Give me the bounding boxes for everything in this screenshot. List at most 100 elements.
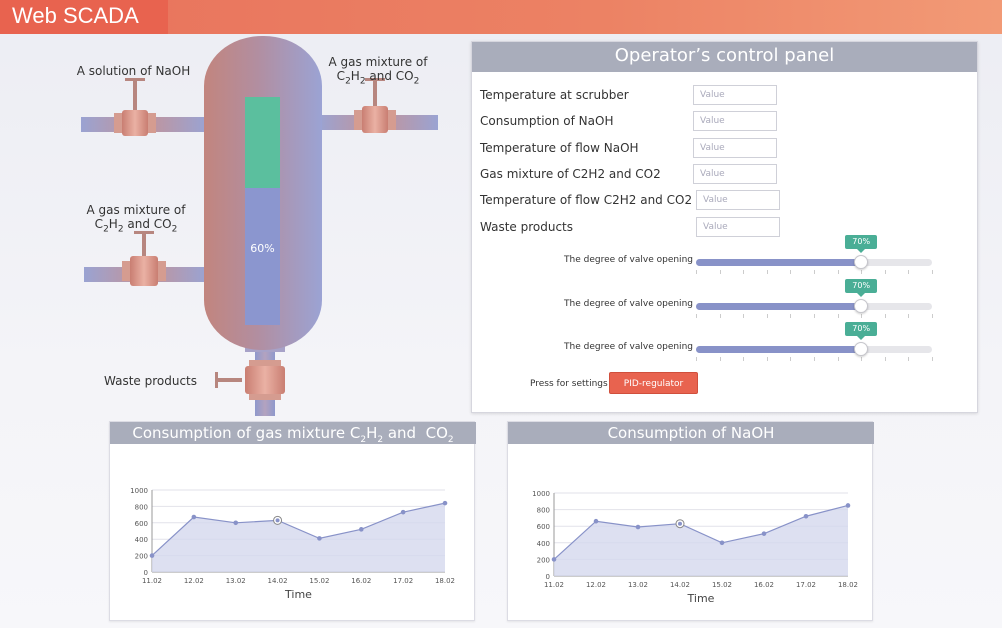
slider-value-badge: 70%: [845, 235, 878, 253]
data-point: [400, 509, 406, 515]
data-point: [719, 540, 725, 546]
x-tick-label: 18.02: [838, 581, 858, 589]
x-tick-label: 17.02: [393, 577, 413, 585]
param-row: Temperature of flow NaOH: [480, 137, 639, 159]
valve-opening-slider[interactable]: 70%: [696, 279, 933, 318]
y-tick-label: 200: [537, 556, 550, 564]
param-value-input[interactable]: Value: [693, 85, 777, 105]
valve-gas-top[interactable]: [354, 78, 396, 133]
data-point: [275, 518, 280, 523]
x-tick-label: 15.02: [309, 577, 329, 585]
label-naoh-solution: A solution of NaOH: [76, 64, 191, 78]
valve-opening-slider[interactable]: 70%: [696, 235, 933, 274]
slider-ticks: [696, 270, 933, 276]
param-label: Temperature of flow NaOH: [480, 140, 639, 155]
slider-ticks: [696, 357, 933, 363]
slider-fill: [696, 259, 862, 266]
slider-fill: [696, 303, 862, 310]
x-tick-label: 18.02: [435, 577, 455, 585]
valve-opening-slider-row: The degree of valve opening 70%: [472, 235, 977, 274]
data-point: [149, 553, 155, 558]
param-label: Temperature of flow C2H2 and CO2: [480, 193, 693, 208]
data-point: [233, 520, 239, 526]
valve-opening-label: The degree of valve opening: [564, 342, 693, 352]
scrubber-diagram: [81, 36, 438, 416]
slider-value-badge: 70%: [845, 322, 878, 340]
param-value-input[interactable]: Value: [696, 216, 780, 237]
label-gas-mixture-left: A gas mixture of C2H2 and CO2: [80, 203, 192, 236]
chart-title-gas: Consumption of gas mixture C2H2 and CO2: [110, 422, 476, 445]
control-panel-title: Operator’s control panel: [472, 42, 977, 72]
pid-regulator-button[interactable]: PID-regulator: [609, 372, 698, 394]
data-point: [358, 527, 364, 532]
valve-opening-slider-row: The degree of valve opening 70%: [472, 322, 977, 361]
data-point: [761, 531, 767, 536]
series-area: [554, 505, 848, 576]
slider-knob[interactable]: [854, 342, 869, 356]
slider-knob[interactable]: [854, 255, 869, 269]
series-line: [553, 504, 849, 560]
series-area: [152, 503, 445, 572]
data-point: [191, 514, 197, 520]
x-tick-label: 12.02: [586, 581, 606, 589]
y-tick-label: 800: [537, 507, 550, 515]
chart-panel-naoh-consumption: Consumption of NaOH 0 200 400 600 800 1000 11.…: [507, 421, 874, 621]
param-value-input[interactable]: Value: [693, 137, 777, 158]
y-tick-label: 600: [135, 520, 148, 528]
data-point: [845, 503, 851, 508]
x-tick-label: 17.02: [796, 581, 816, 589]
chart-naoh-consumption: 0 200 400 600 800 1000 11.02 12.02 13.02 14.02 15.…: [532, 490, 858, 605]
x-axis-label: Time: [284, 588, 312, 601]
label-waste-products: Waste products: [104, 374, 198, 388]
label-gas-left-line1: A gas mixture of: [86, 203, 186, 217]
y-tick-label: 0: [144, 569, 148, 577]
label-gas-mixture-top: A gas mixture of C2H2 and CO2: [320, 55, 436, 88]
param-label: Gas mixture of C2H2 and CO2: [480, 166, 661, 181]
data-point: [593, 518, 599, 524]
operator-control-panel: Operator’s control panel Temperature at …: [471, 41, 978, 413]
y-tick-label: 400: [135, 536, 148, 544]
valve-opening-label: The degree of valve opening: [564, 255, 693, 265]
label-gas-top-line1: A gas mixture of: [328, 55, 428, 69]
y-tick-label: 400: [537, 540, 550, 548]
param-value-input[interactable]: Value: [693, 111, 777, 132]
app-title: Web SCADA: [0, 0, 168, 34]
data-point: [678, 521, 682, 526]
param-value-input[interactable]: Value: [693, 163, 777, 184]
valve-gas-left[interactable]: [122, 231, 166, 286]
y-tick-label: 0: [546, 573, 550, 581]
param-label: Waste products: [480, 219, 574, 234]
series-line: [151, 502, 446, 557]
y-tick-label: 800: [135, 503, 148, 511]
param-row: Temperature at scrubber: [480, 84, 629, 106]
valve-opening-slider[interactable]: 70%: [696, 322, 933, 361]
data-point: [635, 524, 641, 530]
x-tick-label: 11.02: [544, 581, 564, 589]
valve-waste[interactable]: [215, 360, 285, 400]
slider-value-badge: 70%: [845, 279, 878, 297]
x-tick-label: 13.02: [628, 581, 648, 589]
x-tick-label: 13.02: [226, 577, 246, 585]
param-row: Gas mixture of C2H2 and CO2: [480, 163, 661, 185]
param-label: Consumption of NaOH: [480, 114, 614, 129]
x-tick-label: 12.02: [184, 577, 204, 585]
label-gas-left-line2: C2H2 and CO2: [94, 217, 178, 235]
chart-panel-gas-consumption: Consumption of gas mixture C2H2 and CO2 …: [109, 421, 476, 621]
data-point: [551, 557, 557, 562]
param-label: Temperature at scrubber: [480, 88, 629, 102]
valve-naoh[interactable]: [114, 78, 156, 136]
slider-knob[interactable]: [854, 299, 869, 313]
x-tick-label: 16.02: [351, 577, 371, 585]
param-value-input[interactable]: Value: [696, 190, 780, 211]
x-tick-label: 15.02: [712, 581, 732, 589]
tank-level-percent: 60%: [250, 242, 275, 255]
label-gas-top-line2: C2H2 and CO2: [336, 69, 420, 87]
press-for-settings-label: Press for settings: [530, 379, 608, 389]
y-tick-label: 1000: [532, 490, 550, 498]
chart-gas-consumption: 0 200 400 600 800 1000 11.02 12.02 13.02 14.02 15.…: [130, 487, 455, 601]
slider-fill: [696, 346, 862, 353]
tank-liquid-fill: [245, 188, 280, 325]
slider-ticks: [696, 314, 933, 320]
data-point: [442, 500, 448, 506]
x-tick-label: 11.02: [142, 577, 162, 585]
